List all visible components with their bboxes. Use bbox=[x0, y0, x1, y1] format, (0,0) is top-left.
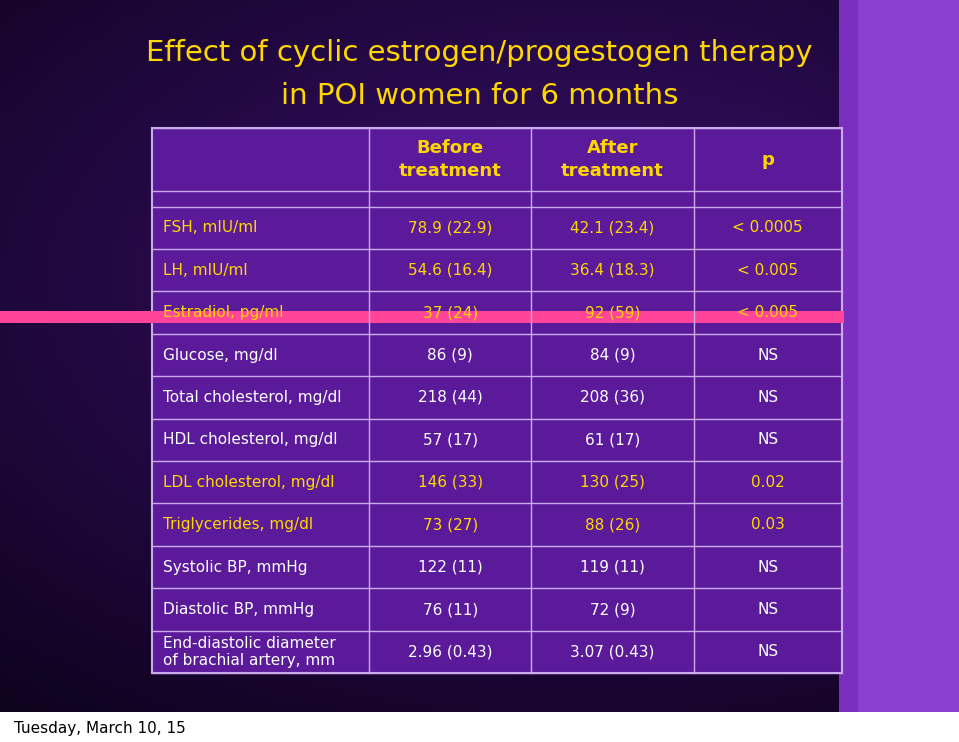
Bar bbox=[839, 0, 959, 712]
Text: 86 (9): 86 (9) bbox=[428, 347, 473, 363]
Text: 0.02: 0.02 bbox=[751, 475, 784, 490]
Text: < 0.005: < 0.005 bbox=[737, 305, 798, 320]
Text: 72 (9): 72 (9) bbox=[590, 602, 635, 617]
Text: in POI women for 6 months: in POI women for 6 months bbox=[281, 82, 678, 110]
Text: 78.9 (22.9): 78.9 (22.9) bbox=[408, 220, 492, 235]
Text: 42.1 (23.4): 42.1 (23.4) bbox=[571, 220, 655, 235]
Text: 84 (9): 84 (9) bbox=[590, 347, 635, 363]
Bar bbox=[0, 312, 844, 323]
Text: Triglycerides, mg/dl: Triglycerides, mg/dl bbox=[163, 517, 314, 532]
Text: 61 (17): 61 (17) bbox=[585, 433, 640, 447]
Text: End-diastolic diameter
of brachial artery, mm: End-diastolic diameter of brachial arter… bbox=[163, 636, 336, 668]
Text: 76 (11): 76 (11) bbox=[423, 602, 478, 617]
Text: Tuesday, March 10, 15: Tuesday, March 10, 15 bbox=[14, 721, 186, 736]
Text: < 0.0005: < 0.0005 bbox=[733, 220, 803, 235]
Text: NS: NS bbox=[758, 645, 779, 660]
Text: 218 (44): 218 (44) bbox=[418, 390, 482, 405]
Text: 2.96 (0.43): 2.96 (0.43) bbox=[408, 645, 492, 660]
Text: Glucose, mg/dl: Glucose, mg/dl bbox=[163, 347, 278, 363]
Text: 3.07 (0.43): 3.07 (0.43) bbox=[571, 645, 655, 660]
Text: Estradiol, pg/ml: Estradiol, pg/ml bbox=[163, 305, 284, 320]
Text: NS: NS bbox=[758, 559, 779, 574]
Text: 208 (36): 208 (36) bbox=[580, 390, 644, 405]
Text: LDL cholesterol, mg/dl: LDL cholesterol, mg/dl bbox=[163, 475, 335, 490]
Text: Diastolic BP, mmHg: Diastolic BP, mmHg bbox=[163, 602, 315, 617]
Text: 57 (17): 57 (17) bbox=[423, 433, 478, 447]
Text: Effect of cyclic estrogen/progestogen therapy: Effect of cyclic estrogen/progestogen th… bbox=[146, 39, 813, 68]
Text: 73 (27): 73 (27) bbox=[423, 517, 478, 532]
Text: HDL cholesterol, mg/dl: HDL cholesterol, mg/dl bbox=[163, 433, 338, 447]
Text: LH, mIU/ml: LH, mIU/ml bbox=[163, 263, 247, 278]
Bar bbox=[152, 128, 842, 673]
Text: 119 (11): 119 (11) bbox=[580, 559, 644, 574]
Text: 146 (33): 146 (33) bbox=[417, 475, 482, 490]
Bar bbox=[858, 0, 959, 712]
Text: Total cholesterol, mg/dl: Total cholesterol, mg/dl bbox=[163, 390, 341, 405]
Text: 88 (26): 88 (26) bbox=[585, 517, 640, 532]
Text: 0.03: 0.03 bbox=[751, 517, 784, 532]
Text: After
treatment: After treatment bbox=[561, 139, 664, 180]
Text: NS: NS bbox=[758, 433, 779, 447]
Text: 54.6 (16.4): 54.6 (16.4) bbox=[408, 263, 492, 278]
Text: 130 (25): 130 (25) bbox=[580, 475, 644, 490]
Text: 92 (59): 92 (59) bbox=[585, 305, 640, 320]
Text: p: p bbox=[761, 151, 774, 168]
Text: NS: NS bbox=[758, 390, 779, 405]
Text: 122 (11): 122 (11) bbox=[418, 559, 482, 574]
Text: Before
treatment: Before treatment bbox=[399, 139, 502, 180]
Text: < 0.005: < 0.005 bbox=[737, 263, 798, 278]
Text: 36.4 (18.3): 36.4 (18.3) bbox=[571, 263, 655, 278]
Text: NS: NS bbox=[758, 602, 779, 617]
Text: 37 (24): 37 (24) bbox=[423, 305, 478, 320]
Text: NS: NS bbox=[758, 347, 779, 363]
Text: FSH, mIU/ml: FSH, mIU/ml bbox=[163, 220, 257, 235]
Text: Systolic BP, mmHg: Systolic BP, mmHg bbox=[163, 559, 308, 574]
